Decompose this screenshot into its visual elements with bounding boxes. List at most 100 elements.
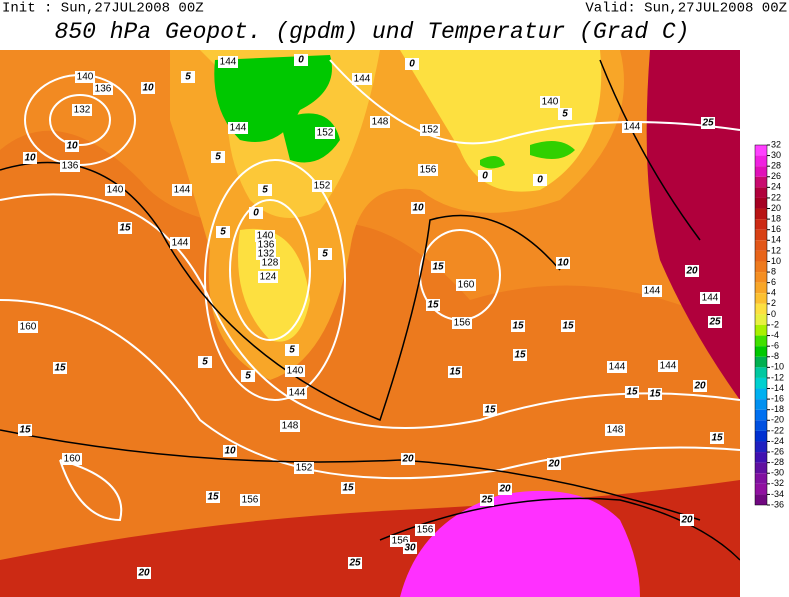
init-time: Init : Sun,27JUL2008 00Z: [2, 1, 204, 17]
label-box: [708, 316, 722, 328]
label-box: [405, 58, 419, 70]
geopotential-label: 148: [607, 425, 624, 436]
temperature-label: 20: [401, 454, 414, 465]
label-box: [533, 174, 547, 186]
geopotential-label: 156: [242, 495, 259, 506]
colorbar-cell: [755, 356, 767, 368]
geopotential-label: 156: [392, 536, 409, 547]
colorbar-cell: [755, 229, 767, 241]
label-box: [118, 222, 132, 234]
label-box: [480, 494, 494, 506]
colorbar-cell: [755, 303, 767, 315]
colorbar-cell: [755, 430, 767, 442]
geopotential-label: 136: [258, 240, 275, 251]
label-box: [483, 404, 497, 416]
label-box: [418, 164, 438, 176]
geopotential-label: 148: [282, 421, 299, 432]
temperature-label: 20: [680, 515, 693, 526]
colorbar-label: -16: [771, 393, 784, 403]
colorbar-cell: [755, 250, 767, 262]
temperature-label: 0: [482, 171, 488, 182]
label-box: [648, 388, 662, 400]
colorbar-cell: [755, 166, 767, 177]
geopotential-label: 128: [262, 258, 279, 269]
colorbar-label: -10: [771, 362, 784, 372]
label-box: [513, 349, 527, 361]
colorbar-label: 2: [771, 298, 776, 308]
colorbar-label: -36: [771, 499, 784, 509]
label-box: [218, 56, 238, 68]
colorbar-label: -18: [771, 404, 784, 414]
colorbar-label: -24: [771, 436, 784, 446]
colorbar-label: -34: [771, 489, 784, 499]
label-box: [625, 386, 639, 398]
temperature-label: 5: [185, 72, 191, 83]
label-box: [65, 140, 79, 152]
colorbar-label: -20: [771, 415, 784, 425]
geopotential-label: 144: [702, 293, 719, 304]
label-box: [312, 180, 332, 192]
label-box: [511, 320, 525, 332]
colorbar-cell: [755, 367, 767, 378]
colorbar-label: -8: [771, 351, 779, 361]
colorbar-label: 14: [771, 235, 781, 245]
temperature-label: 25: [480, 495, 493, 506]
temperature-label: 20: [547, 459, 560, 470]
green-patch-east: [480, 141, 575, 169]
colorbar: 32302826242220181614121086420-2-4-6-8-10…: [754, 139, 784, 509]
label-box: [260, 257, 280, 269]
label-box: [478, 170, 492, 182]
temperature-label: 20: [137, 568, 150, 579]
temperature-labels: 1010101515151015152020252020202530151515…: [18, 54, 724, 579]
geopotential-label: 152: [422, 125, 439, 136]
colorbar-cell: [755, 399, 767, 410]
label-box: [403, 542, 417, 554]
geopotential-label: 132: [74, 105, 91, 116]
label-box: [352, 73, 372, 85]
temperature-label: 5: [322, 249, 328, 260]
label-box: [622, 121, 642, 133]
colorbar-label: 4: [771, 288, 776, 298]
label-box: [426, 299, 440, 311]
temperature-label: 0: [298, 55, 304, 66]
colorbar-label: -22: [771, 425, 784, 435]
temperature-label: 25: [701, 118, 714, 129]
greenland-green: [214, 55, 332, 142]
colorbar-label: 10: [771, 256, 781, 266]
label-box: [206, 491, 220, 503]
colorbar-cell: [755, 282, 767, 294]
colorbar-cell: [755, 346, 767, 357]
label-box: [216, 226, 230, 238]
colorbar-cell: [755, 261, 767, 273]
temperature-label: 15: [512, 321, 524, 332]
geopotential-label: 132: [258, 249, 275, 260]
label-box: [448, 366, 462, 378]
map-area: [0, 50, 740, 597]
temperature-label: 30: [404, 543, 416, 554]
label-box: [240, 494, 260, 506]
label-box: [431, 261, 445, 273]
label-box: [685, 265, 699, 277]
colorbar-label: -12: [771, 372, 784, 382]
temperature-label: 0: [253, 208, 259, 219]
label-box: [285, 365, 305, 377]
colorbar-label: -30: [771, 468, 784, 478]
temperature-label: 5: [245, 371, 251, 382]
colorbar-label: 28: [771, 161, 781, 171]
label-box: [315, 127, 335, 139]
label-box: [693, 380, 707, 392]
colorbar-cell: [755, 314, 767, 325]
colorbar-cell: [755, 494, 767, 505]
label-box: [318, 248, 332, 260]
label-box: [258, 184, 272, 196]
colorbar-cell: [755, 473, 767, 484]
colorbar-label: -6: [771, 341, 779, 351]
label-box: [700, 292, 720, 304]
geopotential-label: 140: [287, 366, 304, 377]
label-box: [456, 279, 476, 291]
temperature-label: 0: [409, 59, 415, 70]
label-box: [105, 184, 125, 196]
temperature-label: 15: [54, 363, 66, 374]
